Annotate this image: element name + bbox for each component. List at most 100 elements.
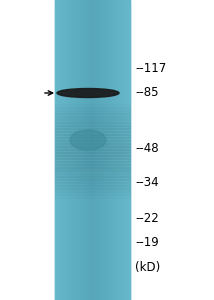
Bar xyxy=(55,18,130,20)
Bar xyxy=(55,34,130,36)
Bar xyxy=(55,234,130,236)
Text: --19: --19 xyxy=(135,236,159,250)
Bar xyxy=(55,284,130,285)
Bar xyxy=(108,0,109,300)
Bar xyxy=(55,168,130,170)
Bar xyxy=(55,146,130,147)
Bar xyxy=(128,0,129,300)
Bar xyxy=(55,124,130,126)
Bar xyxy=(55,9,130,11)
Bar xyxy=(91,0,92,300)
Bar xyxy=(55,285,130,286)
Bar xyxy=(55,81,130,82)
Bar xyxy=(55,174,130,176)
Bar xyxy=(55,184,130,186)
Bar xyxy=(65,0,66,300)
Bar xyxy=(115,0,116,300)
Bar xyxy=(110,0,111,300)
Bar xyxy=(55,48,130,50)
Bar xyxy=(55,88,130,90)
Bar xyxy=(55,78,130,80)
Bar xyxy=(55,167,130,168)
Bar xyxy=(55,192,130,194)
Bar xyxy=(121,0,122,300)
Bar xyxy=(55,282,130,284)
Bar xyxy=(55,110,130,111)
Bar xyxy=(55,84,130,86)
Bar xyxy=(55,129,130,130)
Bar xyxy=(55,144,130,146)
Ellipse shape xyxy=(70,130,106,150)
Bar xyxy=(55,3,130,4)
Bar xyxy=(55,232,130,234)
Bar xyxy=(55,279,130,280)
Bar xyxy=(55,208,130,210)
Bar xyxy=(55,255,130,256)
Bar xyxy=(55,201,130,202)
Bar xyxy=(55,138,130,140)
Bar xyxy=(73,0,74,300)
Bar xyxy=(55,22,130,24)
Bar xyxy=(104,0,105,300)
Bar xyxy=(55,54,130,56)
Bar xyxy=(55,112,130,114)
Bar xyxy=(109,0,110,300)
Bar xyxy=(55,249,130,250)
Bar xyxy=(55,85,130,87)
Bar xyxy=(55,33,130,34)
Bar xyxy=(127,0,128,300)
Bar xyxy=(96,0,97,300)
Bar xyxy=(55,68,130,69)
Bar xyxy=(55,268,130,270)
Bar xyxy=(119,0,120,300)
Bar xyxy=(55,212,130,213)
Bar xyxy=(79,0,80,300)
Bar xyxy=(55,176,130,177)
Bar xyxy=(88,0,89,300)
Bar xyxy=(55,100,130,102)
Bar xyxy=(55,252,130,254)
Bar xyxy=(55,0,130,2)
Bar xyxy=(55,44,130,45)
Bar xyxy=(55,250,130,252)
Bar xyxy=(55,122,130,123)
Bar xyxy=(98,0,99,300)
Text: --85: --85 xyxy=(135,86,159,100)
Bar xyxy=(55,94,130,96)
Bar xyxy=(120,0,121,300)
Bar xyxy=(55,39,130,40)
Bar xyxy=(55,154,130,156)
Bar xyxy=(101,0,102,300)
Bar xyxy=(55,92,130,93)
Bar xyxy=(93,0,94,300)
Bar xyxy=(55,219,130,220)
Bar xyxy=(55,222,130,224)
Bar xyxy=(102,0,103,300)
Bar xyxy=(55,46,130,48)
Bar xyxy=(55,12,130,14)
Bar xyxy=(55,292,130,294)
Bar xyxy=(55,148,130,150)
Bar xyxy=(89,0,90,300)
Bar xyxy=(55,66,130,68)
Bar xyxy=(55,183,130,184)
Bar xyxy=(55,141,130,142)
Bar xyxy=(55,270,130,272)
Bar xyxy=(55,120,130,122)
Text: --34: --34 xyxy=(135,176,159,190)
Bar xyxy=(55,196,130,198)
Bar xyxy=(55,28,130,30)
Bar xyxy=(55,135,130,136)
Bar xyxy=(106,0,107,300)
Bar xyxy=(55,169,130,171)
Bar xyxy=(55,76,130,78)
Bar xyxy=(72,0,73,300)
Bar xyxy=(124,0,125,300)
Bar xyxy=(55,80,130,81)
Bar xyxy=(125,0,126,300)
Bar xyxy=(55,158,130,159)
Bar xyxy=(55,45,130,46)
Bar xyxy=(55,291,130,292)
Bar xyxy=(84,0,85,300)
Bar xyxy=(55,171,130,172)
